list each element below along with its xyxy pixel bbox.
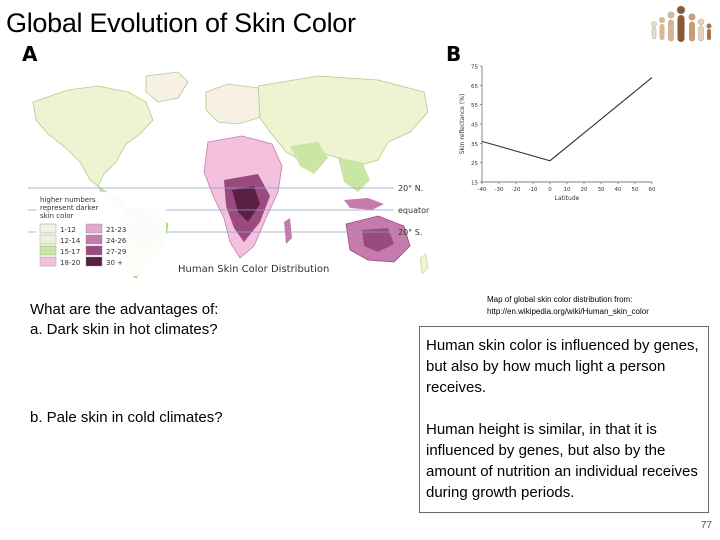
legend-swatch-label: 27-29 [106, 248, 126, 256]
legend-swatch-label: 18-20 [60, 259, 80, 267]
south-asia-region [290, 142, 328, 174]
greenland-landmass [145, 71, 189, 103]
legend-swatch-label: 15-17 [60, 248, 80, 256]
y-tick-label: 45 [471, 123, 478, 129]
new-zealand [419, 253, 429, 275]
legend-swatch [39, 223, 57, 234]
europe-landmass [205, 83, 271, 125]
y-tick-label: 15 [471, 181, 478, 187]
x-tick-label: 50 [632, 187, 639, 193]
y-tick-label: 75 [471, 65, 478, 71]
credit-line-1: Map of global skin color distribution fr… [487, 295, 633, 304]
x-tick-label: 10 [564, 187, 571, 193]
question-b: b. Pale skin in cold climates? [30, 409, 223, 426]
skin-color-world-map: 20° N. equator 20° S. higher numbers rep… [28, 62, 436, 286]
x-tick-label: -10 [529, 187, 538, 193]
x-tick-label: 60 [649, 187, 656, 193]
latitude-20n-label: 20° N. [398, 184, 423, 193]
map-legend: higher numbers represent darker skin col… [36, 192, 166, 276]
legend-swatch [85, 223, 103, 234]
legend-note-line-1: higher numbers [40, 196, 96, 204]
credit-link[interactable]: http://en.wikipedia.org/wiki/Human_skin_… [487, 307, 649, 316]
question-heading: What are the advantages of: [30, 301, 219, 318]
y-tick-label: 65 [471, 84, 478, 90]
info-paragraph-2: Human height is similar, in that it is i… [426, 421, 698, 501]
legend-note-line-3: skin color [40, 212, 74, 220]
latitude-20s-label: 20° S. [398, 228, 422, 237]
reflectance-series-line [481, 77, 653, 162]
skin-reflectance-latitude-chart: 15 25 35 45 55 65 75 -40 -30 -20 -10 0 10 20 30 40 50 60 L… [459, 65, 656, 203]
x-tick-label: 40 [615, 187, 622, 193]
legend-swatch [39, 234, 57, 245]
x-tick-label: -40 [478, 187, 487, 193]
y-tick-label: 25 [471, 161, 478, 167]
southeast-asia-region [338, 158, 370, 192]
family-people-icon [651, 6, 712, 42]
x-tick-label: -30 [495, 187, 504, 193]
x-axis-label: Latitude [555, 195, 580, 202]
map-title: Human Skin Color Distribution [178, 264, 329, 275]
legend-swatch-label: 1-12 [60, 226, 76, 234]
legend-swatch [85, 245, 103, 256]
question-a: a. Dark skin in hot climates? [30, 321, 218, 338]
y-tick-label: 35 [471, 142, 478, 148]
asia-landmass [257, 75, 429, 167]
north-america-landmass [32, 85, 154, 187]
legend-swatch-label: 30 + [106, 259, 123, 267]
legend-note-line-2: represent darker [40, 204, 99, 212]
legend-swatch [39, 256, 57, 267]
x-tick-label: 30 [598, 187, 605, 193]
x-tick-label: 0 [548, 187, 552, 193]
indonesia-islands [344, 198, 384, 210]
image-credit: Map of global skin color distribution fr… [487, 294, 707, 318]
australia-core [362, 228, 394, 252]
legend-swatch-label: 12-14 [60, 237, 81, 245]
legend-swatch-label: 21-23 [106, 226, 126, 234]
info-paragraph-1: Human skin color is influenced by genes,… [426, 337, 699, 396]
madagascar [284, 218, 292, 244]
info-box: Human skin color is influenced by genes,… [419, 326, 709, 513]
legend-swatch [85, 234, 103, 245]
legend-swatch-label: 24-26 [106, 237, 127, 245]
x-tick-label: -20 [512, 187, 521, 193]
panel-a-letter: A [22, 42, 38, 66]
page-number: 77 [700, 520, 712, 531]
africa-darkest [232, 186, 260, 222]
panel-b-letter: B [446, 42, 462, 66]
legend-swatch [39, 245, 57, 256]
slide-title: Global Evolution of Skin Color [6, 8, 356, 38]
equator-label: equator [398, 206, 430, 215]
y-axis-label: Skin reflectance (%) [459, 94, 466, 155]
x-tick-label: 20 [581, 187, 588, 193]
y-tick-label: 55 [471, 103, 478, 109]
legend-swatch [85, 256, 103, 267]
